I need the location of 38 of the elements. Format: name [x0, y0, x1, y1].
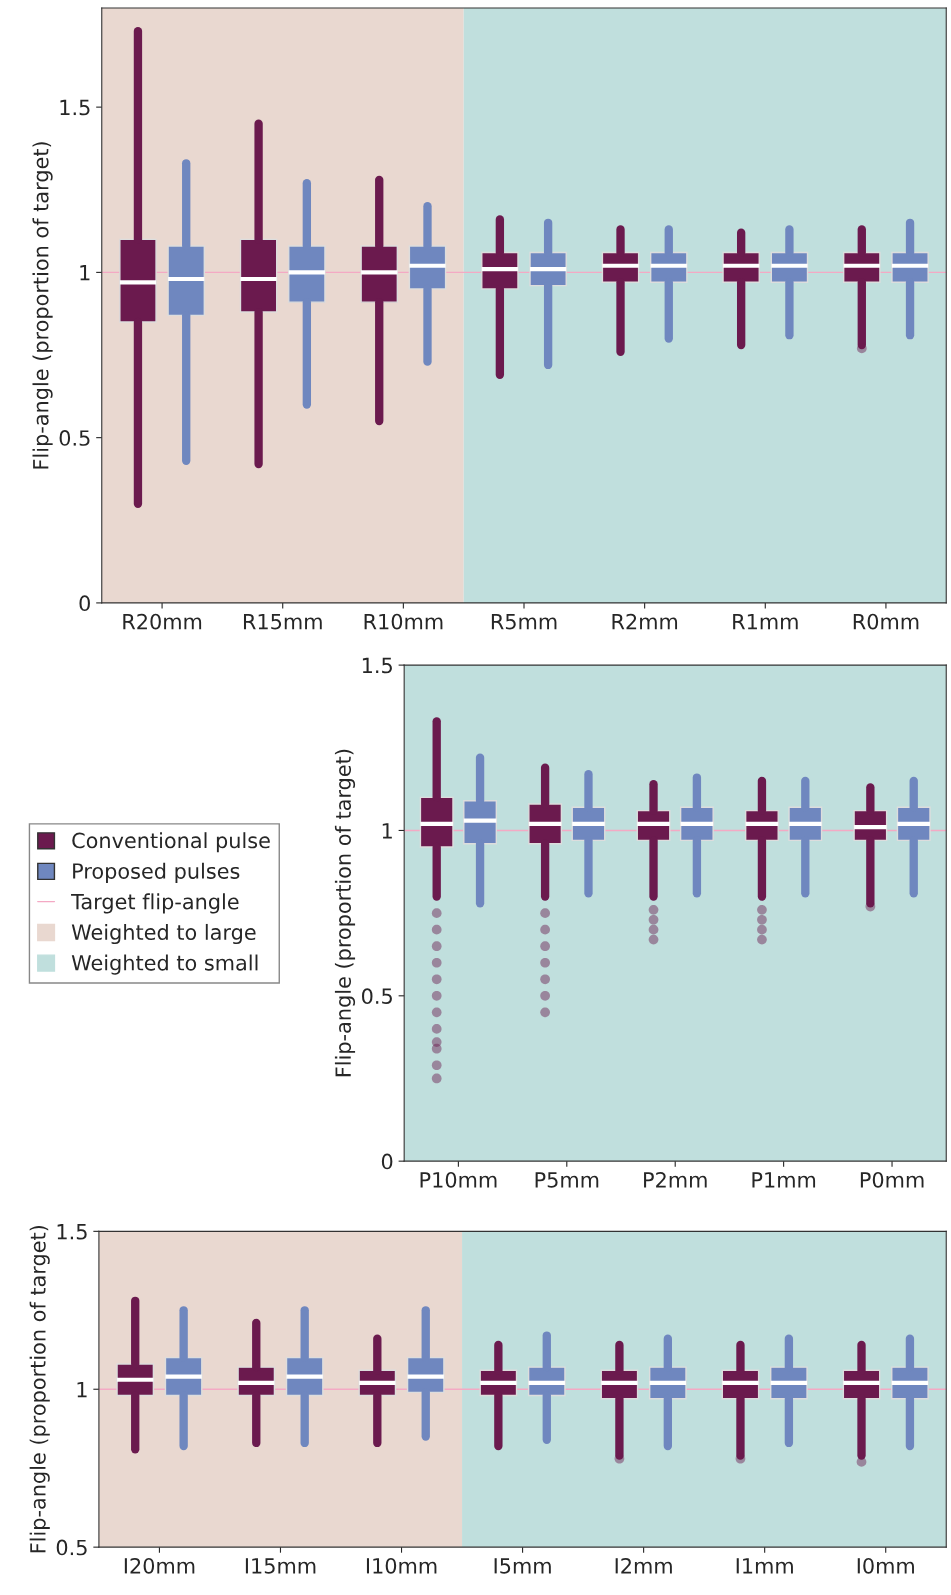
x-tick-label: P2mm: [644, 1171, 707, 1188]
legend-label: Conventional pulse: [72, 832, 270, 853]
y-tick-label: 1.5: [57, 1224, 87, 1240]
x-tick-label: R0mm: [853, 613, 919, 630]
y-tick-label: 1: [382, 823, 392, 839]
x-tick-label: P5mm: [535, 1172, 599, 1188]
x-tick-label: R1mm: [733, 613, 798, 630]
legend-label: Proposed pulses: [73, 862, 240, 883]
x-tick-label: R15mm: [243, 613, 322, 630]
x-tick-label: I5mm: [494, 1558, 551, 1574]
legend-label: Weighted to small: [71, 954, 258, 975]
x-tick-label: P10mm: [420, 1171, 497, 1188]
legend-label: Target flip-angle: [71, 893, 239, 914]
y-axis-title: Flip-angle (proportion of target): [334, 749, 356, 1077]
y-tick-label: 0.5: [56, 1539, 87, 1556]
y-tick-label: 1.5: [60, 99, 90, 116]
x-tick-label: R2mm: [612, 613, 678, 630]
y-tick-label: 0.5: [362, 988, 392, 1005]
x-tick-label: I15mm: [245, 1558, 316, 1574]
legend-label: Weighted to large: [71, 923, 256, 945]
x-tick-label: P1mm: [752, 1172, 816, 1188]
x-tick-label: I0mm: [857, 1557, 914, 1574]
y-tick-label: 0.5: [59, 430, 90, 446]
x-tick-label: I1mm: [736, 1558, 793, 1574]
x-tick-label: I10mm: [366, 1557, 437, 1574]
x-tick-label: I2mm: [615, 1557, 672, 1574]
y-tick-label: 1: [80, 265, 90, 281]
x-tick-label: I20mm: [124, 1557, 195, 1574]
y-axis-title: Flip-angle (proportion of target): [29, 1225, 50, 1553]
x-tick-label: P0mm: [860, 1171, 924, 1188]
y-axis-title: Flip-angle (proportion of target): [32, 142, 53, 469]
y-tick-label: 0: [79, 595, 90, 612]
y-tick-label: 1.5: [362, 657, 392, 674]
x-tick-label: R5mm: [491, 613, 557, 630]
y-tick-label: 0: [381, 1153, 393, 1170]
x-tick-label: R10mm: [364, 613, 443, 630]
x-tick-label: R20mm: [123, 613, 202, 630]
y-tick-label: 1: [77, 1381, 87, 1398]
